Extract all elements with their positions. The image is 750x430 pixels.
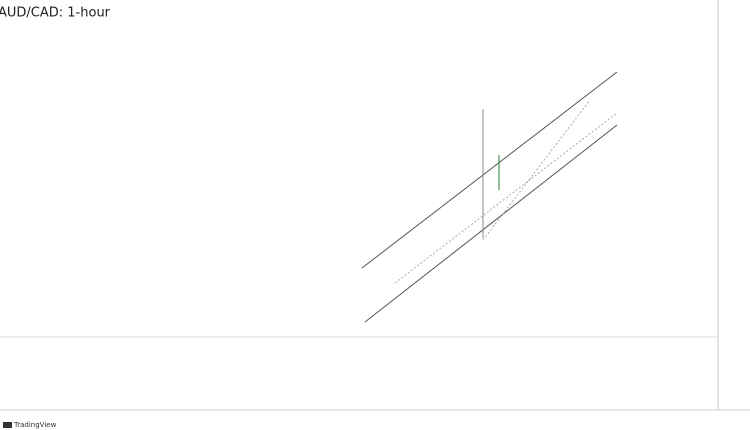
channel-mid	[394, 112, 618, 284]
logo-icon	[3, 422, 12, 428]
channel-lower	[364, 124, 618, 323]
watermark: TradingView	[13, 421, 57, 429]
fib-trend	[482, 99, 591, 241]
chart-title: AUD/CAD: 1-hour	[0, 6, 111, 21]
drawings	[361, 71, 618, 323]
logo: TradingView	[3, 421, 57, 429]
channel-upper	[361, 71, 618, 269]
